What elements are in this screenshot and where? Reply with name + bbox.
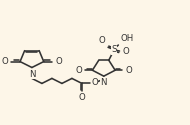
Text: S: S	[111, 45, 116, 54]
Text: OH: OH	[120, 34, 134, 43]
Text: O: O	[78, 93, 85, 102]
Text: N: N	[101, 78, 107, 87]
Text: N: N	[29, 70, 35, 79]
Text: O: O	[125, 66, 132, 75]
Text: O: O	[99, 36, 105, 46]
Text: O: O	[76, 66, 82, 75]
Text: O: O	[91, 78, 98, 88]
Text: O: O	[122, 47, 129, 56]
Text: O: O	[55, 57, 62, 66]
Text: O: O	[2, 57, 9, 66]
